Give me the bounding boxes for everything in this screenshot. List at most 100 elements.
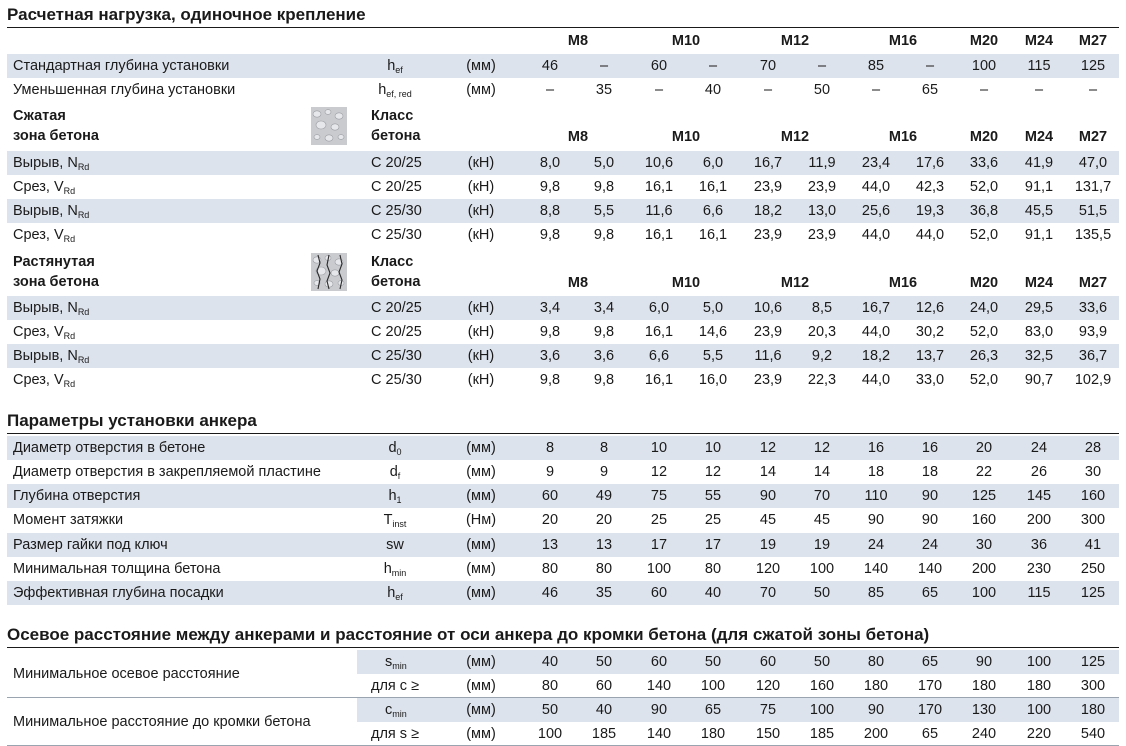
table-row: для s ≥ (мм) 100 185 140 180 150 185 200 65 240 220… bbox=[357, 722, 1119, 746]
value-cell: 160 bbox=[1080, 488, 1106, 504]
value-cell: 160 bbox=[809, 678, 835, 694]
unit: (Нм) bbox=[465, 512, 497, 528]
size-label: M10 bbox=[671, 275, 701, 291]
value-cell: 8,8 bbox=[539, 203, 561, 219]
size-label: M20 bbox=[969, 275, 999, 291]
value-cell: 19,3 bbox=[915, 203, 945, 219]
value-cell: 52,0 bbox=[969, 324, 999, 340]
value-cell: 125 bbox=[971, 488, 997, 504]
table-row: Стандартная глубина установки hef (мм) 46 – 6… bbox=[7, 54, 1119, 78]
value-cell: 75 bbox=[650, 488, 668, 504]
value-cell: 8,5 bbox=[811, 300, 833, 316]
symbol-subscript: ef bbox=[395, 65, 403, 75]
value-cell: 45,5 bbox=[1024, 203, 1054, 219]
value-cell: 90 bbox=[650, 702, 668, 718]
symbol-subscript: 0 bbox=[396, 447, 402, 457]
value-cell: 540 bbox=[1080, 726, 1106, 742]
value-cell: 100 bbox=[809, 702, 835, 718]
table-row: для c ≥ (мм) 80 60 140 100 120 160 180 170 180 180 3… bbox=[357, 674, 1119, 698]
table-row: Размер гайки под ключ sw (мм) 13 13 17 17 19 19 2… bbox=[7, 533, 1119, 557]
value-cell: 60 bbox=[541, 488, 559, 504]
concrete-class: C 20/25 bbox=[371, 179, 422, 195]
size-label: M24 bbox=[1024, 33, 1054, 49]
size-label: M12 bbox=[780, 33, 810, 49]
row-label-text: Срез, V bbox=[13, 227, 64, 243]
divider bbox=[7, 27, 1119, 28]
value-cell: 150 bbox=[755, 726, 781, 742]
value-cell: 90 bbox=[867, 702, 885, 718]
row-label-text: Срез, V bbox=[13, 179, 64, 195]
value-cell: 5,0 bbox=[593, 155, 615, 171]
value-cell: 16,1 bbox=[644, 179, 674, 195]
value-cell: 100 bbox=[809, 561, 835, 577]
value-cell: 20 bbox=[595, 512, 613, 528]
size-label: M20 bbox=[969, 33, 999, 49]
symbol-main: h bbox=[378, 82, 387, 98]
value-cell: 16,7 bbox=[753, 155, 783, 171]
value-cell: 140 bbox=[646, 726, 672, 742]
value-cell: 30 bbox=[975, 537, 993, 553]
unit: (кН) bbox=[467, 227, 495, 243]
value-cell: 24 bbox=[921, 537, 939, 553]
value-cell: 16,1 bbox=[698, 227, 728, 243]
value-cell: 26,3 bbox=[969, 348, 999, 364]
concrete-texture-icon bbox=[311, 107, 347, 145]
value-cell: 6,6 bbox=[648, 348, 670, 364]
value-cell: 41 bbox=[1084, 537, 1102, 553]
concrete-class: C 20/25 bbox=[371, 155, 422, 171]
value-cell: 33,6 bbox=[1078, 300, 1108, 316]
value-cell: 3,4 bbox=[539, 300, 561, 316]
unit: (мм) bbox=[466, 702, 496, 718]
value-cell: 91,1 bbox=[1024, 227, 1054, 243]
size-label: M8 bbox=[567, 33, 589, 49]
value-cell: 70 bbox=[759, 58, 777, 74]
value-cell: 36,8 bbox=[969, 203, 999, 219]
value-cell: 75 bbox=[759, 702, 777, 718]
row-label: Стандартная глубина установки bbox=[13, 58, 230, 74]
value-cell: 36,7 bbox=[1078, 348, 1108, 364]
value-cell: 140 bbox=[646, 678, 672, 694]
value-cell: 55 bbox=[704, 488, 722, 504]
value-cell: 30,2 bbox=[915, 324, 945, 340]
value-cell: 3,6 bbox=[539, 348, 561, 364]
row-label: Размер гайки под ключ bbox=[13, 537, 168, 553]
value-cell: 17,6 bbox=[915, 155, 945, 171]
value-cell: 16,1 bbox=[644, 324, 674, 340]
value-cell: 60 bbox=[650, 585, 668, 601]
value-cell: 65 bbox=[921, 726, 939, 742]
value-cell: 11,9 bbox=[808, 155, 836, 171]
symbol-main: h bbox=[387, 585, 396, 601]
value-cell: 40 bbox=[704, 82, 722, 98]
symbol-main: T bbox=[383, 512, 393, 528]
value-cell: 80 bbox=[541, 561, 559, 577]
spacing-group: Минимальное расстояние до кромки бетона bbox=[7, 698, 1119, 746]
value-cell: 32,5 bbox=[1024, 348, 1054, 364]
row-label: Вырыв, NRd bbox=[13, 296, 89, 324]
value-cell: 9,8 bbox=[593, 372, 615, 388]
value-cell: 50 bbox=[813, 654, 831, 670]
value-cell: 16,1 bbox=[644, 227, 674, 243]
value-cell: 24,0 bbox=[969, 300, 999, 316]
value-cell: 140 bbox=[863, 561, 889, 577]
symbol-main: d bbox=[389, 464, 398, 480]
value-cell: 60 bbox=[595, 678, 613, 694]
value-cell: 24 bbox=[1030, 440, 1048, 456]
value-cell: 9 bbox=[599, 464, 609, 480]
unit: (мм) bbox=[466, 488, 496, 504]
value-cell: 10 bbox=[704, 440, 722, 456]
value-cell: 6,0 bbox=[702, 155, 724, 171]
value-cell: 14 bbox=[759, 464, 777, 480]
value-cell: 52,0 bbox=[969, 179, 999, 195]
value-cell: – bbox=[817, 58, 827, 74]
table-row: Вырыв, NRd C 20/25 (кН) 8,0 5,0 10,6 6,0 16,7 11… bbox=[7, 151, 1119, 175]
value-cell: 185 bbox=[809, 726, 835, 742]
value-cell: 18,2 bbox=[753, 203, 783, 219]
value-cell: 93,9 bbox=[1078, 324, 1108, 340]
symbol-main: для c ≥ bbox=[371, 678, 420, 694]
symbol-main: sw bbox=[386, 537, 404, 553]
value-cell: 18,2 bbox=[861, 348, 891, 364]
value-cell: 9,8 bbox=[539, 372, 561, 388]
concrete-class: C 20/25 bbox=[371, 300, 422, 316]
symbol-subscript: ef, red bbox=[386, 89, 412, 99]
value-cell: 60 bbox=[650, 654, 668, 670]
